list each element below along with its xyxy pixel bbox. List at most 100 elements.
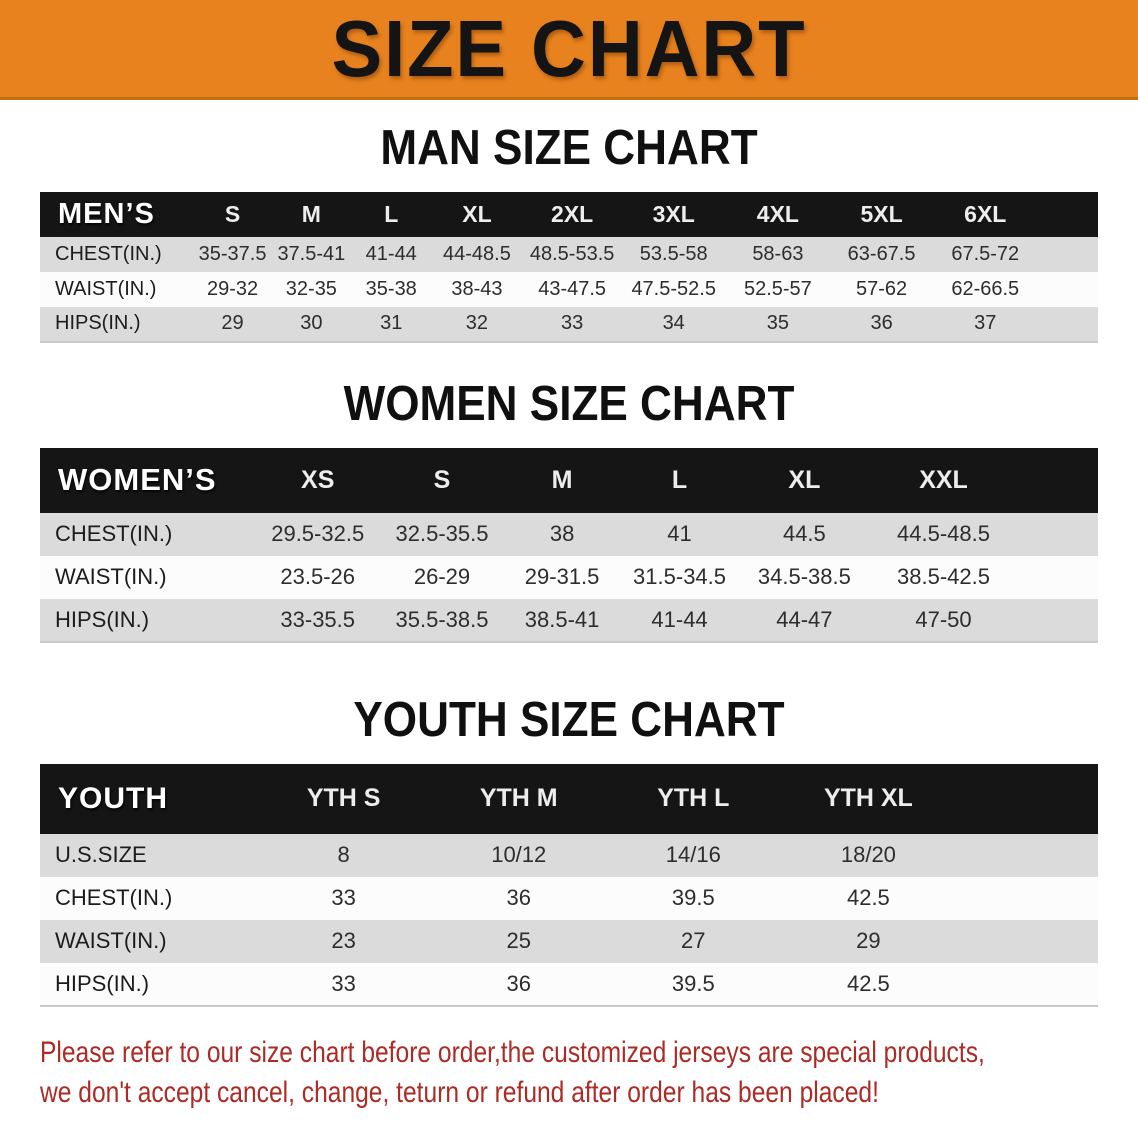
size-cell: 26-29 — [413, 564, 471, 590]
size-cell: 41-44 — [365, 242, 417, 265]
size-cell: 44-48.5 — [443, 242, 511, 265]
size-cell: 58-63 — [752, 242, 804, 265]
size-col-header: L — [671, 465, 688, 494]
size-cell: 42.5 — [846, 885, 890, 911]
size-cell: 39.5 — [671, 885, 715, 911]
size-cell: 41 — [667, 521, 692, 547]
table-row: HIPS(IN.) 33 36 39.5 42.5 — [40, 962, 1098, 1006]
size-cell: 41-44 — [651, 606, 708, 632]
row-label: CHEST(IN.) — [55, 885, 173, 911]
size-cell: 63-67.5 — [847, 242, 916, 265]
table-row: HIPS(IN.) 33-35.5 35.5-38.5 38.5-41 41-4… — [40, 598, 1099, 642]
size-cell: 35-37.5 — [198, 242, 267, 265]
header-spacer — [956, 764, 1098, 834]
size-cell: 62-66.5 — [951, 277, 1020, 300]
size-cell: 35-38 — [365, 277, 417, 300]
table-row: WAIST(IN.) 23.5-26 26-29 29-31.5 31.5-34… — [40, 555, 1099, 599]
size-cell: 10/12 — [491, 842, 547, 868]
size-col-header: 5XL — [860, 200, 903, 227]
size-cell: 29 — [221, 312, 244, 335]
disclaimer-line-1: Please refer to our size chart before or… — [40, 1035, 985, 1069]
size-cell: 23.5-26 — [280, 564, 356, 590]
size-cell: 33 — [561, 312, 584, 335]
size-cell: 36 — [506, 970, 531, 996]
size-cell: 36 — [870, 312, 893, 335]
size-cell: 44.5-48.5 — [897, 521, 990, 547]
disclaimer-line-2: we don't accept cancel, change, teturn o… — [40, 1076, 879, 1110]
size-cell: 35.5-38.5 — [395, 606, 489, 632]
size-cell: 38-43 — [451, 277, 503, 300]
womens-section: WOMEN SIZE CHART WOMEN’S XS S M L XL XXL — [0, 377, 1138, 643]
row-spacer — [956, 834, 1098, 877]
size-col-header: S — [433, 465, 451, 494]
size-cell: 29.5-32.5 — [271, 521, 365, 547]
size-cell: 53.5-58 — [639, 242, 708, 265]
womens-group-label: WOMEN’S — [58, 462, 217, 498]
size-cell: 52.5-57 — [743, 277, 812, 300]
table-row: WAIST(IN.) 29-32 32-35 35-38 38-43 43-47… — [40, 271, 1098, 307]
size-cell: 33 — [331, 970, 356, 996]
table-row: U.S.SIZE 8 10/12 14/16 18/20 — [40, 833, 1098, 877]
youth-section-title: YOUTH SIZE CHART — [353, 692, 785, 747]
row-label: HIPS(IN.) — [55, 970, 150, 996]
table-row: WAIST(IN.) 23 25 27 29 — [40, 919, 1098, 963]
size-cell: 29-31.5 — [524, 564, 600, 590]
table-row: HIPS(IN.) 29 30 31 32 33 34 35 36 37 — [40, 306, 1098, 342]
size-col-header: XL — [462, 200, 492, 227]
size-col-header: XL — [788, 465, 821, 494]
size-cell: 25 — [506, 928, 531, 954]
size-cell: 29 — [856, 928, 881, 954]
row-label: WAIST(IN.) — [55, 928, 167, 954]
row-spacer — [956, 963, 1098, 1006]
size-cell: 31.5-34.5 — [633, 564, 727, 590]
size-cell: 39.5 — [671, 970, 715, 996]
size-col-header: 6XL — [964, 200, 1007, 227]
size-cell: 29-32 — [206, 277, 259, 300]
youth-group-label: YOUTH — [58, 781, 168, 815]
size-cell: 27 — [681, 928, 706, 954]
womens-table-wrap: WOMEN’S XS S M L XL XXL CHEST(IN.) 29.5-… — [40, 447, 1099, 643]
size-cell: 44.5 — [782, 521, 826, 547]
table-row: CHEST(IN.) 35-37.5 37.5-41 41-44 44-48.5… — [40, 236, 1098, 272]
size-cell: 47-50 — [915, 606, 972, 632]
mens-size-table: MEN’S S M L XL 2XL 3XL 4XL 5XL 6XL — [40, 191, 1098, 343]
size-cell: 33-35.5 — [280, 606, 356, 632]
mens-header-row: MEN’S S M L XL 2XL 3XL 4XL 5XL 6XL — [40, 191, 1098, 237]
row-spacer — [956, 877, 1098, 920]
size-col-header: YTH S — [306, 784, 381, 813]
row-spacer — [1038, 272, 1098, 307]
row-spacer — [1017, 556, 1099, 599]
row-label: U.S.SIZE — [55, 842, 147, 868]
size-col-header: YTH M — [479, 784, 558, 813]
size-col-header: 4XL — [756, 200, 799, 227]
size-cell: 47.5-52.5 — [631, 277, 716, 300]
size-cell: 23 — [331, 928, 356, 954]
size-cell: 35 — [766, 312, 790, 335]
size-cell: 37.5-41 — [277, 242, 346, 265]
size-col-header: M — [301, 200, 321, 227]
size-cell: 38.5-41 — [524, 606, 600, 632]
womens-section-title: WOMEN SIZE CHART — [343, 376, 795, 431]
mens-group-label: MEN’S — [58, 197, 155, 230]
row-label: WAIST(IN.) — [55, 564, 167, 590]
size-cell: 57-62 — [856, 277, 908, 300]
size-cell: 18/20 — [840, 842, 896, 868]
size-cell: 31 — [380, 312, 403, 335]
size-col-header: YTH XL — [823, 784, 913, 813]
mens-table-wrap: MEN’S S M L XL 2XL 3XL 4XL 5XL 6XL — [40, 191, 1098, 343]
row-spacer — [1038, 307, 1098, 342]
size-cell: 33 — [331, 885, 356, 911]
mens-section: MAN SIZE CHART MEN’S S M L XL 2XL 3XL 4X… — [0, 121, 1138, 343]
size-col-header: S — [224, 200, 241, 227]
row-spacer — [1017, 599, 1099, 642]
row-spacer — [1038, 237, 1098, 272]
size-col-header: XXL — [919, 465, 968, 494]
size-cell: 8 — [337, 842, 350, 868]
size-cell: 38 — [549, 521, 575, 547]
size-cell: 67.5-72 — [951, 242, 1020, 265]
womens-header-row: WOMEN’S XS S M L XL XXL — [40, 447, 1098, 513]
row-label: WAIST(IN.) — [55, 277, 157, 300]
row-label: HIPS(IN.) — [55, 606, 150, 632]
size-cell: 43-47.5 — [538, 277, 607, 300]
table-row: CHEST(IN.) 29.5-32.5 32.5-35.5 38 41 44.… — [40, 512, 1098, 556]
